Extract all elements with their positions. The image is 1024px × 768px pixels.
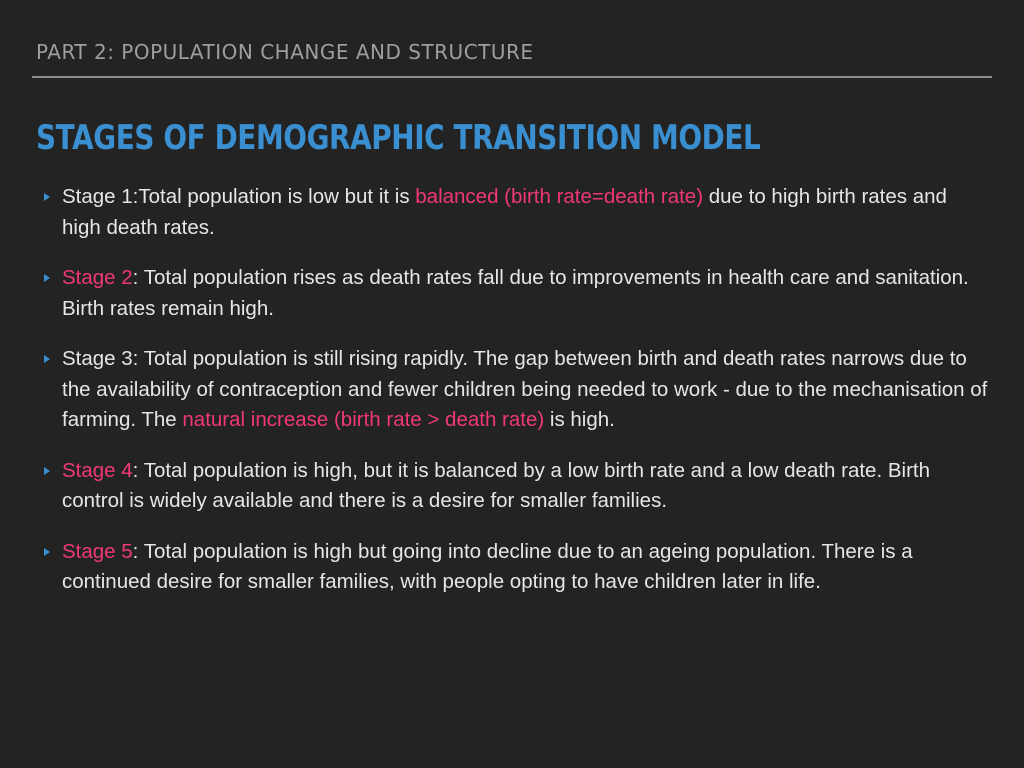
- bullet-text: Stage 1:Total population is low but it i…: [62, 185, 416, 208]
- bullet-stage-2: Stage 2: Total population rises as death…: [40, 263, 990, 324]
- bullet-triangle-icon: [44, 466, 50, 475]
- bullet-stage-4: Stage 4: Total population is high, but i…: [40, 456, 990, 517]
- bullet-text: due to high birth rates and high death r…: [62, 185, 947, 239]
- bullet-stage-5: Stage 5: Total population is high but go…: [40, 537, 990, 598]
- bullet-stage-1: Stage 1:Total population is low but it i…: [40, 182, 990, 243]
- bullet-text: is high.: [544, 408, 615, 431]
- bullet-triangle-icon: [44, 193, 50, 201]
- highlight-text: natural increase (birth rate > death rat…: [182, 408, 545, 431]
- highlight-text: Stage 5: [62, 539, 133, 563]
- header-divider: [32, 76, 992, 78]
- highlight-text: Stage 4: [62, 458, 133, 482]
- bullet-triangle-icon: [44, 355, 50, 363]
- bullet-triangle-icon: [44, 274, 50, 282]
- bullet-text: : Total population is high but going int…: [62, 539, 913, 594]
- bullet-list: Stage 1:Total population is low but it i…: [40, 182, 990, 618]
- section-header: PART 2: POPULATION CHANGE AND STRUCTURE: [36, 40, 534, 64]
- bullet-text: : Total population rises as death rates …: [62, 266, 969, 320]
- highlight-text: Stage 2: [62, 266, 133, 289]
- bullet-stage-3: Stage 3: Total population is still risin…: [40, 344, 990, 436]
- highlight-text: balanced (birth rate=death rate): [415, 185, 704, 208]
- bullet-text: Stage 3: Total population is still risin…: [62, 347, 988, 431]
- bullet-triangle-icon: [44, 547, 50, 556]
- bullet-text: : Total population is high, but it is ba…: [62, 458, 930, 513]
- slide-title: STAGES OF DEMOGRAPHIC TRANSITION MODEL: [36, 118, 761, 158]
